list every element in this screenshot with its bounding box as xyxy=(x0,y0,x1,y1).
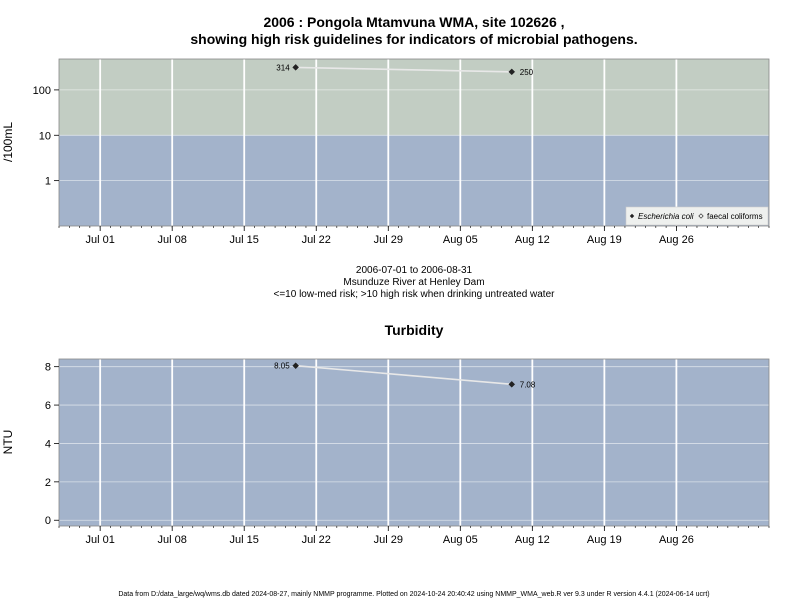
series-line xyxy=(295,66,512,73)
y-axis-label: NTU xyxy=(1,430,15,455)
plot-frame xyxy=(58,358,770,527)
x-tick-label: Jul 08 xyxy=(158,534,187,546)
x-tick-label: Jul 22 xyxy=(302,234,331,246)
legend: Escherichia coli faecal coliforms xyxy=(625,206,769,226)
legend-marker xyxy=(629,213,635,219)
data-label: 7.08 xyxy=(520,380,536,389)
ecoli-panel: Jul 01 Jul 08 Jul 15 Jul 22 Jul 29 Aug 05 Aug … xyxy=(1,58,770,246)
x-tick-label: Aug 12 xyxy=(515,534,550,546)
chart-title-line-2: showing high risk guidelines for indicat… xyxy=(190,31,637,47)
x-tick-label: Aug 05 xyxy=(443,534,478,546)
x-tick-label: Aug 12 xyxy=(515,234,550,246)
legend-label: Escherichia coli xyxy=(638,212,694,221)
x-tick-label: Jul 08 xyxy=(158,234,187,246)
legend-box xyxy=(625,206,769,226)
series-line xyxy=(295,364,512,386)
x-tick-label: Jul 15 xyxy=(230,534,259,546)
turbidity-panel: Jul 01 Jul 08 Jul 15 Jul 22 Jul 29 Aug 05 Aug … xyxy=(1,358,770,546)
data-point xyxy=(508,380,516,388)
x-tick-label: Jul 29 xyxy=(374,534,403,546)
x-tick-label: Jul 01 xyxy=(85,234,114,246)
y-tick-label: 0 xyxy=(45,515,51,527)
x-tick-label: Aug 05 xyxy=(443,234,478,246)
chart-title-line-1: 2006 : Pongola Mtamvuna WMA, site 102626… xyxy=(263,14,564,30)
date-range-caption: 2006-07-01 to 2006-08-31 xyxy=(356,265,473,276)
x-tick-label: Jul 22 xyxy=(302,534,331,546)
y-tick-label: 10 xyxy=(39,130,51,142)
y-tick-label: 2 xyxy=(45,477,51,489)
legend-label: faecal coliforms xyxy=(707,212,763,221)
y-tick-label: 8 xyxy=(45,362,51,374)
risk-band-0 xyxy=(59,359,769,526)
x-tick-label: Aug 26 xyxy=(659,234,694,246)
footer-note: Data from D:/data_large/wq/wms.db dated … xyxy=(118,591,709,598)
x-tick-label: Jul 15 xyxy=(230,234,259,246)
location-caption: Msunduze River at Henley Dam xyxy=(343,277,484,288)
data-point xyxy=(292,362,300,370)
x-tick-label: Aug 26 xyxy=(659,534,694,546)
plot-frame xyxy=(58,58,770,227)
x-tick-label: Jul 01 xyxy=(85,534,114,546)
y-tick-label: 6 xyxy=(45,400,51,412)
risk-band-1 xyxy=(59,59,769,136)
data-label: 250 xyxy=(520,68,534,77)
x-tick-label: Aug 19 xyxy=(587,534,622,546)
guideline-caption: <=10 low-med risk; >10 high risk when dr… xyxy=(274,289,556,300)
turbidity-title: Turbidity xyxy=(385,322,444,338)
x-tick-label: Aug 19 xyxy=(587,234,622,246)
x-tick-label: Jul 29 xyxy=(374,234,403,246)
data-point xyxy=(292,64,300,71)
data-label: 314 xyxy=(276,63,290,72)
legend-marker xyxy=(698,213,704,219)
y-axis-label: /100mL xyxy=(1,122,15,162)
data-label: 8.05 xyxy=(274,362,290,371)
y-tick-label: 100 xyxy=(33,85,51,97)
data-point xyxy=(508,68,516,76)
y-tick-label: 1 xyxy=(45,176,51,188)
y-tick-label: 4 xyxy=(45,438,51,450)
